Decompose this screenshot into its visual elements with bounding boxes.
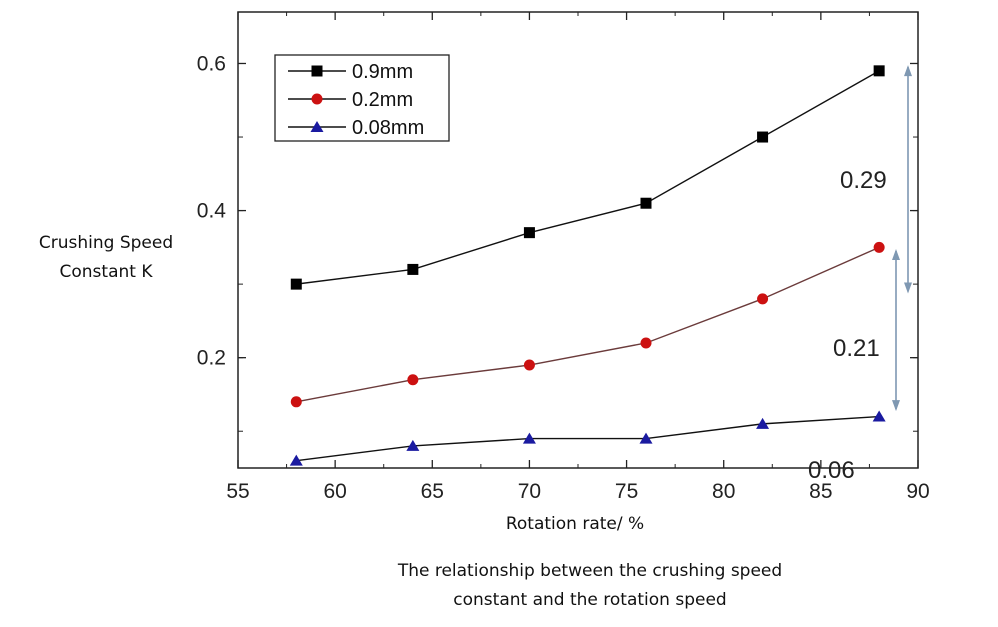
arrow-head <box>904 282 912 294</box>
x-tick-label: 90 <box>906 480 929 503</box>
x-tick-label: 65 <box>421 480 444 503</box>
x-tick-label: 75 <box>615 480 638 503</box>
data-point <box>290 278 302 290</box>
data-point <box>757 293 769 305</box>
series-line <box>296 70 880 285</box>
y-tick-label: 0.4 <box>197 200 227 223</box>
data-point <box>640 197 652 209</box>
data-point <box>873 241 885 253</box>
data-point <box>289 454 303 466</box>
x-tick-label: 80 <box>712 480 735 503</box>
data-point <box>290 396 302 408</box>
legend-label: 0.2mm <box>352 89 413 111</box>
data-point <box>757 131 769 143</box>
legend-marker <box>311 65 323 77</box>
data-point <box>640 337 652 349</box>
data-point <box>872 410 886 422</box>
arrow-head <box>892 249 900 261</box>
series-line <box>296 415 880 462</box>
data-point <box>407 374 419 386</box>
x-axis-label: Rotation rate/ % <box>505 514 645 534</box>
legend-marker <box>311 93 323 105</box>
arrow-head <box>892 400 900 412</box>
x-tick-label: 55 <box>226 480 249 503</box>
series-line <box>296 246 880 403</box>
legend-label: 0.9mm <box>352 61 413 83</box>
y-tick-label: 0.6 <box>197 52 226 75</box>
series-0.9mm <box>290 65 885 290</box>
arrow-head <box>904 65 912 77</box>
series-0.2mm <box>290 241 885 408</box>
y-tick-label: 0.2 <box>197 347 226 370</box>
annotation-label: 0.21 <box>833 335 880 362</box>
caption-line2: constant and the rotation speed <box>453 590 727 610</box>
legend-label: 0.08mm <box>352 117 424 139</box>
figure-caption: The relationship between the crushing sp… <box>300 557 880 615</box>
y-axis-label-line1: Crushing Speed <box>38 233 174 253</box>
legend-marker <box>310 121 324 132</box>
y-axis-label: Crushing Speed Constant K <box>20 229 192 287</box>
x-tick-label: 70 <box>518 480 541 503</box>
series-0.08mm <box>289 410 886 466</box>
legend: 0.9mm 0.2mm 0.08mm <box>274 54 450 142</box>
annotation-label: 0.06 <box>808 457 855 484</box>
data-point <box>523 227 535 239</box>
data-point <box>523 359 535 371</box>
annotation-label: 0.29 <box>840 167 887 194</box>
y-axis-label-line2: Constant K <box>59 262 153 282</box>
x-tick-label: 60 <box>323 480 346 503</box>
data-point <box>407 263 419 275</box>
caption-line1: The relationship between the crushing sp… <box>397 561 783 581</box>
data-point <box>873 65 885 77</box>
data-point <box>639 432 653 444</box>
data-point <box>406 439 420 451</box>
data-point <box>522 432 536 444</box>
data-point <box>756 417 770 429</box>
x-tick-label: 85 <box>809 480 832 503</box>
